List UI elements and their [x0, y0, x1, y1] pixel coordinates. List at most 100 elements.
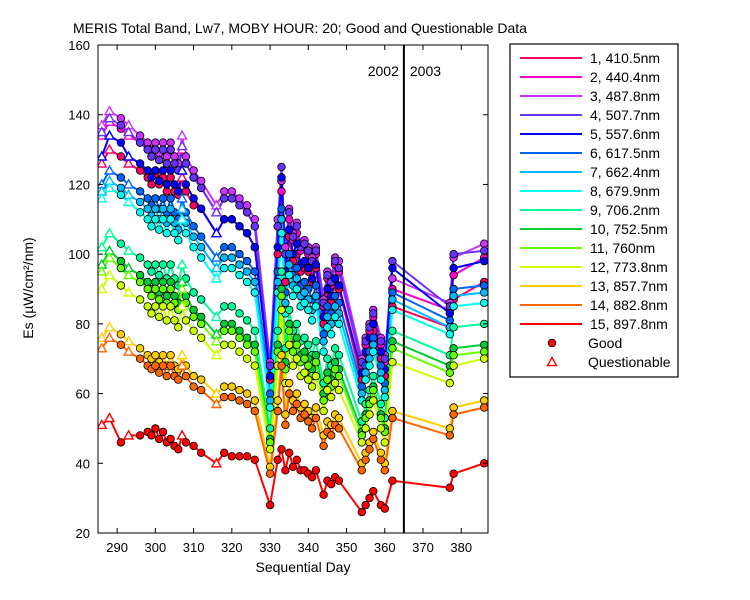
good-marker-s3-5	[135, 131, 145, 140]
good-marker-s12-23	[242, 354, 252, 363]
good-marker-s4-34	[304, 246, 313, 255]
good-marker-s7-5	[135, 197, 145, 207]
good-marker-s6-33	[300, 277, 309, 287]
good-marker-s15-21	[227, 452, 236, 461]
good-marker-s12-40	[330, 378, 340, 388]
good-marker-s14-12	[166, 361, 175, 370]
good-marker-s10-26	[273, 340, 282, 349]
good-marker-s10-13	[170, 291, 179, 301]
good-marker-s13-49	[445, 424, 454, 433]
good-marker-s5-12	[166, 166, 175, 175]
good-marker-s11-23	[242, 340, 252, 349]
good-marker-s12-38	[323, 385, 332, 395]
questionable-marker-s15-2	[103, 412, 116, 423]
good-marker-s14-22	[235, 396, 244, 405]
questionable-marker-s1-1	[98, 157, 108, 168]
good-marker-s3-11	[162, 152, 171, 161]
legend-label-8: 8, 679.9nm	[590, 183, 660, 199]
questionable-marker-s11-15	[176, 283, 188, 294]
x-tick-label-290: 290	[106, 540, 128, 555]
questionable-marker-s12-4	[122, 286, 135, 297]
good-marker-s5-26	[273, 242, 282, 252]
questionable-marker-s4-15	[176, 140, 188, 151]
questionable-marker-s15-1	[98, 418, 108, 430]
good-marker-s8-41	[334, 319, 344, 329]
good-marker-s9-21	[227, 302, 236, 311]
good-marker-s10-12	[166, 277, 175, 287]
good-marker-s11-25	[265, 438, 275, 447]
good-marker-s4-17	[189, 173, 198, 182]
good-marker-s6-29	[285, 249, 294, 259]
good-marker-s10-51	[480, 340, 488, 349]
good-marker-s6-12	[166, 194, 175, 203]
questionable-marker-s6-4	[122, 178, 135, 189]
good-marker-s11-24	[250, 347, 259, 356]
good-marker-s14-43	[361, 455, 370, 464]
x-tick-label-320: 320	[221, 540, 243, 555]
good-marker-s8-8	[151, 215, 160, 224]
good-marker-s5-11	[162, 180, 171, 189]
good-marker-s10-20	[219, 319, 229, 329]
good-marker-s11-38	[323, 375, 332, 384]
good-marker-s7-24	[250, 277, 259, 287]
good-marker-s11-30	[288, 347, 298, 356]
good-marker-s7-27	[277, 215, 286, 224]
good-marker-s14-50	[449, 410, 458, 419]
good-marker-s7-21	[227, 253, 236, 262]
good-marker-s9-38	[323, 354, 332, 363]
good-marker-s8-12	[166, 215, 175, 224]
good-marker-s8-23	[242, 277, 252, 287]
good-marker-s12-11	[162, 316, 171, 325]
good-marker-s7-50	[449, 291, 458, 301]
good-marker-s14-49	[445, 431, 454, 440]
good-marker-s13-29	[285, 378, 294, 388]
legend-label-2: 2, 440.4nm	[590, 69, 660, 85]
good-marker-s6-49	[445, 316, 454, 325]
good-marker-s13-25	[265, 462, 275, 471]
good-marker-s11-45	[369, 385, 378, 395]
good-marker-s6-18	[196, 232, 206, 241]
legend-label-6: 6, 617.5nm	[590, 145, 660, 161]
good-marker-s12-6	[143, 302, 152, 311]
good-marker-s9-10	[158, 260, 168, 269]
good-marker-s5-33	[300, 256, 309, 266]
good-marker-s4-27	[277, 162, 286, 172]
questionable-marker-s12-15	[176, 300, 188, 311]
good-marker-s10-16	[181, 291, 191, 301]
good-marker-s14-30	[288, 406, 298, 416]
good-marker-s13-50	[449, 403, 458, 412]
good-marker-s10-17	[189, 305, 198, 315]
good-marker-s11-9	[154, 295, 164, 304]
good-marker-s6-10	[158, 194, 168, 203]
good-marker-s7-6	[143, 204, 152, 213]
good-marker-s1-17	[189, 201, 198, 210]
questionable-marker-s14-19	[210, 398, 223, 409]
good-marker-s4-6	[143, 145, 152, 154]
questionable-marker-s8-4	[122, 195, 135, 207]
good-marker-s14-8	[151, 361, 160, 370]
good-marker-s8-48	[388, 305, 397, 315]
good-marker-s5-9	[154, 176, 164, 186]
good-marker-s6-48	[388, 288, 397, 297]
questionable-marker-s1-2	[103, 143, 116, 154]
good-marker-s6-36	[311, 281, 321, 290]
good-marker-s12-39	[327, 392, 336, 402]
good-marker-s4-47	[380, 354, 389, 363]
good-marker-s9-40	[330, 344, 340, 353]
good-marker-s3-51	[480, 239, 488, 248]
good-marker-s13-28	[281, 410, 290, 419]
good-marker-s14-5	[135, 354, 145, 363]
good-marker-s10-40	[330, 358, 340, 367]
good-marker-s5-45	[369, 319, 378, 329]
good-marker-s4-9	[154, 155, 164, 165]
good-marker-s15-27	[277, 445, 286, 454]
legend-questionable-marker	[546, 356, 558, 367]
good-marker-s13-5	[135, 344, 145, 353]
good-marker-s15-43	[361, 500, 370, 510]
good-marker-s7-37	[319, 337, 328, 346]
good-marker-s8-24	[250, 288, 259, 297]
y-tick-label-100: 100	[68, 247, 90, 262]
good-marker-s5-35	[307, 274, 317, 283]
questionable-marker-s14-15	[176, 359, 188, 370]
good-marker-s12-18	[196, 333, 206, 342]
